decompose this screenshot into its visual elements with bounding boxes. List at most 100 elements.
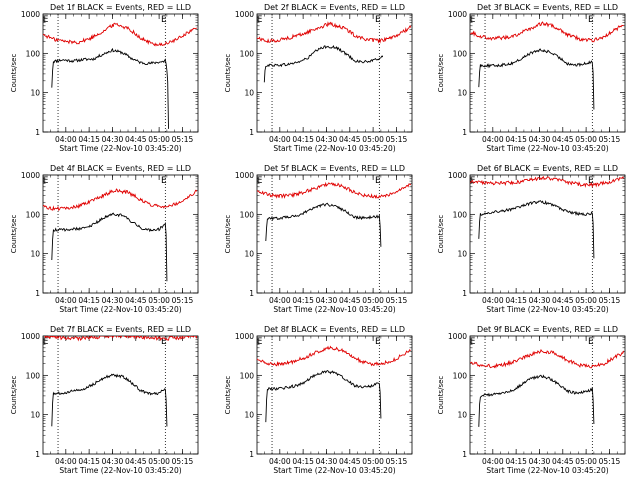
y-tick-label: 100: [240, 49, 255, 58]
chart-title: Det 9f BLACK = Events, RED = LLD: [477, 325, 618, 334]
x-axis-label: Start Time (22-Nov-10 03:45:20): [486, 466, 608, 475]
x-tick-label: 04:00: [482, 135, 504, 144]
event-marker: E: [375, 15, 381, 25]
y-tick-label: 1: [35, 450, 40, 459]
x-tick-label: 05:15: [172, 135, 194, 144]
y-tick-label: 100: [240, 371, 255, 380]
x-axis-label: Start Time (22-Nov-10 03:45:20): [59, 144, 181, 153]
plot-frame: [469, 13, 626, 133]
y-axis-label: Counts/sec: [10, 376, 18, 415]
y-axis-label: Counts/sec: [437, 54, 445, 93]
plot-frame: [469, 335, 626, 455]
y-tick-label: 1000: [21, 171, 40, 180]
y-tick-label: 100: [453, 210, 468, 219]
x-tick-label: 04:45: [125, 296, 147, 305]
plot-frame: [256, 13, 413, 133]
x-tick-label: 05:00: [148, 457, 170, 466]
y-axis-label: Counts/sec: [437, 215, 445, 254]
lld-series-line: [470, 176, 624, 188]
x-tick-label: 05:15: [599, 135, 621, 144]
x-tick-label: 04:30: [316, 296, 338, 305]
events-series-line: [263, 45, 383, 83]
x-tick-label: 05:15: [386, 457, 408, 466]
x-tick-label: 05:00: [362, 296, 384, 305]
x-tick-label: 05:00: [575, 135, 597, 144]
plot-frame: [469, 174, 626, 294]
chart-panel-4: Det 4f BLACK = Events, RED = LLD 1 10 100 10…: [10, 164, 199, 314]
event-marker: E: [43, 15, 49, 25]
y-axis-label: Counts/sec: [224, 376, 232, 415]
y-tick-label: 1000: [21, 332, 40, 341]
y-tick-label: 10: [244, 250, 254, 259]
events-series-line: [51, 47, 169, 129]
y-tick-label: 10: [244, 89, 254, 98]
event-marker: E: [257, 337, 263, 347]
y-axis-label: Counts/sec: [437, 376, 445, 415]
x-tick-label: 04:45: [339, 296, 361, 305]
y-tick-label: 100: [26, 210, 41, 219]
lld-series-line: [257, 345, 411, 367]
chart-panel-6: Det 6f BLACK = Events, RED = LLD 1 10 100 10…: [437, 164, 626, 314]
plot-frame: [42, 335, 199, 455]
x-tick-label: 05:00: [148, 135, 170, 144]
y-tick-label: 1000: [448, 171, 467, 180]
event-marker: E: [588, 176, 594, 186]
chart-title: Det 6f BLACK = Events, RED = LLD: [477, 164, 618, 173]
x-tick-label: 04:00: [55, 296, 77, 305]
x-axis-label: Start Time (22-Nov-10 03:45:20): [486, 305, 608, 314]
x-tick-label: 04:00: [269, 296, 291, 305]
y-axis-label: Counts/sec: [10, 215, 18, 254]
chart-panel-5: Det 5f BLACK = Events, RED = LLD 1 10 100 10…: [224, 164, 413, 314]
event-marker: E: [161, 15, 167, 25]
y-tick-label: 1: [462, 450, 467, 459]
x-tick-label: 05:00: [575, 296, 597, 305]
event-marker: E: [470, 337, 476, 347]
chart-title: Det 2f BLACK = Events, RED = LLD: [264, 3, 405, 12]
x-tick-label: 04:45: [339, 135, 361, 144]
x-tick-label: 04:30: [529, 135, 551, 144]
x-tick-label: 04:15: [292, 457, 314, 466]
y-tick-label: 10: [30, 89, 40, 98]
chart-title: Det 8f BLACK = Events, RED = LLD: [264, 325, 405, 334]
x-axis-label: Start Time (22-Nov-10 03:45:20): [273, 305, 395, 314]
events-series-line: [478, 48, 595, 110]
chart-title: Det 3f BLACK = Events, RED = LLD: [477, 3, 618, 12]
y-tick-label: 1: [35, 128, 40, 137]
x-tick-label: 04:00: [269, 457, 291, 466]
x-tick-label: 04:45: [552, 296, 574, 305]
chart-title: Det 4f BLACK = Events, RED = LLD: [50, 164, 191, 173]
y-tick-label: 1: [462, 289, 467, 298]
x-tick-label: 04:30: [102, 296, 124, 305]
x-tick-label: 04:30: [102, 457, 124, 466]
y-tick-label: 1000: [448, 10, 467, 19]
chart-title: Det 7f BLACK = Events, RED = LLD: [50, 325, 191, 334]
y-tick-label: 10: [457, 250, 467, 259]
y-tick-label: 1000: [235, 332, 254, 341]
events-series-line: [51, 212, 168, 282]
plot-frame: [42, 174, 199, 294]
x-tick-label: 04:30: [316, 135, 338, 144]
y-tick-label: 100: [26, 49, 41, 58]
x-tick-label: 04:15: [78, 457, 100, 466]
event-marker: E: [375, 176, 381, 186]
x-tick-label: 04:30: [529, 457, 551, 466]
x-tick-label: 05:15: [172, 296, 194, 305]
y-tick-label: 1: [249, 289, 254, 298]
x-tick-label: 05:15: [599, 457, 621, 466]
chart-panel-3: Det 3f BLACK = Events, RED = LLD 1 10 100 10…: [437, 3, 626, 153]
y-tick-label: 1: [462, 128, 467, 137]
events-series-line: [265, 369, 382, 423]
x-tick-label: 04:15: [78, 296, 100, 305]
y-axis-label: Counts/sec: [224, 54, 232, 93]
x-axis-label: Start Time (22-Nov-10 03:45:20): [59, 305, 181, 314]
y-tick-label: 1000: [448, 332, 467, 341]
y-tick-label: 1: [35, 289, 40, 298]
x-tick-label: 05:00: [148, 296, 170, 305]
chart-panel-1: Det 1f BLACK = Events, RED = LLD 1 10 100 10…: [10, 3, 199, 153]
x-tick-label: 04:00: [55, 135, 77, 144]
event-marker: E: [588, 337, 594, 347]
x-tick-label: 04:45: [552, 135, 574, 144]
y-tick-label: 10: [244, 411, 254, 420]
